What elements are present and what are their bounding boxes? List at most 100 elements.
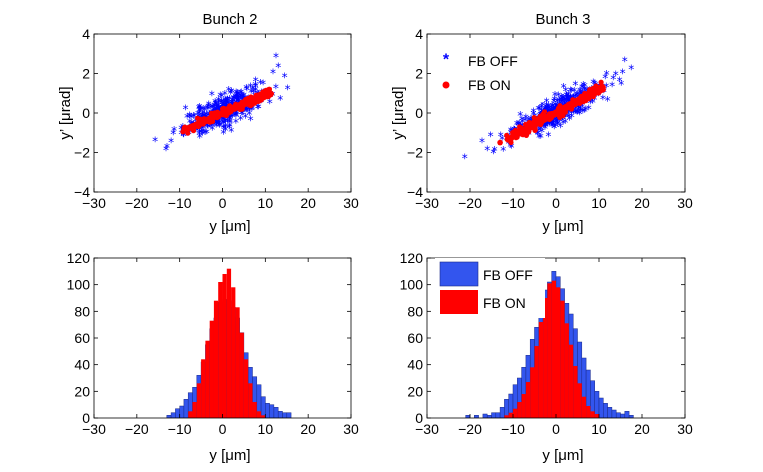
fb-on-bar: [526, 382, 530, 418]
fb-off-point: *: [170, 128, 176, 142]
fb-off-bar: [474, 415, 478, 418]
legend: * FB OFF FB ON: [433, 40, 543, 102]
fb-off-bar: [595, 391, 599, 418]
fb-off-bar: [492, 413, 496, 418]
chart-title: Bunch 3: [535, 11, 590, 28]
panel-bunch2-histogram: −30 −20 −10 0 10 20 30020406080100120 y [μm]: [67, 250, 359, 464]
x-axis-label: y [μm]: [542, 218, 583, 235]
y-tick-label: −4: [74, 184, 90, 200]
y-tick-label: 2: [82, 66, 90, 82]
fb-off-bar: [175, 409, 179, 418]
fb-on-bar: [560, 301, 564, 418]
fb-on-point: [519, 128, 524, 133]
x-tick-label: 30: [677, 421, 693, 437]
fb-on-bar: [530, 367, 534, 418]
x-tick-label: 30: [677, 195, 693, 211]
fb-on-bar: [248, 383, 252, 418]
y-tick-label: 80: [407, 303, 423, 319]
fb-off-point: *: [152, 134, 158, 148]
x-tick-label: 10: [591, 195, 607, 211]
fb-on-point: [587, 87, 592, 92]
fb-on-point: [209, 111, 214, 116]
fb-off-point: *: [462, 151, 468, 165]
fb-off-bar: [599, 398, 603, 418]
legend-label-fb-on: FB ON: [483, 295, 526, 311]
legend-swatch-fb-on: [440, 290, 478, 314]
y-tick-label: −4: [407, 184, 423, 200]
x-tick-label: −20: [125, 195, 149, 211]
fb-on-bar: [586, 406, 590, 418]
y-tick-label: 0: [82, 105, 90, 121]
fb-off-bar: [500, 407, 504, 418]
y-tick-label: 120: [400, 250, 424, 266]
fb-off-bar: [487, 415, 491, 418]
x-tick-label: 0: [552, 421, 560, 437]
fb-off-bar: [616, 413, 620, 418]
fb-on-bar: [517, 402, 521, 418]
y-tick-label: 20: [74, 383, 90, 399]
fb-on-bar: [253, 402, 257, 418]
fb-off-point: *: [252, 79, 258, 93]
fb-on-bar: [240, 333, 244, 418]
fb-off-bar: [629, 415, 633, 418]
x-tick-label: 30: [343, 421, 359, 437]
y-tick-label: 80: [74, 303, 90, 319]
fb-off-bar: [261, 397, 265, 418]
y-tick-label: 20: [407, 383, 423, 399]
fb-off-bar: [504, 399, 508, 418]
chart-title: Bunch 2: [202, 11, 257, 28]
fb-on-bar: [535, 346, 539, 418]
legend-swatch-fb-off: [440, 262, 478, 286]
fb-off-point: *: [617, 74, 623, 88]
x-axis-label: y [μm]: [209, 218, 250, 235]
fb-on-point: [573, 102, 578, 107]
x-tick-label: 10: [258, 421, 274, 437]
fb-on-point: [532, 120, 537, 125]
fb-on-bar: [210, 321, 214, 418]
fb-on-bar: [244, 359, 248, 418]
fb-on-bar: [193, 402, 197, 418]
x-tick-label: 30: [343, 195, 359, 211]
panel-bunch3-histogram: −30 −20 −10 0 10 20 30020406080100120 y [μm] F…: [400, 250, 693, 464]
plot-area: ****************************************…: [74, 26, 359, 211]
fb-on-bar: [197, 383, 201, 418]
y-tick-label: 120: [67, 250, 91, 266]
x-tick-label: 0: [219, 195, 227, 211]
fb-off-point: *: [285, 82, 291, 96]
y-axis-label: y’ [μrad]: [390, 86, 407, 139]
legend-label-fb-off: FB OFF: [483, 267, 533, 283]
fb-on-point: [548, 112, 553, 117]
fb-off-bar: [603, 403, 607, 418]
fb-off-bar: [608, 407, 612, 418]
data-marks: [167, 269, 291, 418]
x-tick-label: −10: [501, 421, 525, 437]
x-axis-label: y [μm]: [209, 447, 250, 464]
fb-on-point: [191, 128, 196, 133]
fb-on-bar: [235, 307, 239, 418]
fb-on-point: [567, 105, 572, 110]
legend-label-fb-off: FB OFF: [468, 53, 518, 69]
y-tick-label: 0: [415, 410, 423, 426]
fb-on-point: [201, 118, 206, 123]
x-tick-label: −20: [458, 421, 482, 437]
fb-off-point: *: [492, 144, 498, 158]
fb-on-point: [547, 117, 552, 122]
fb-off-bar: [171, 413, 175, 418]
x-tick-label: 0: [552, 195, 560, 211]
fb-on-bar: [509, 413, 513, 418]
fb-on-bar: [569, 345, 573, 418]
panel-bunch2-scatter: **** ************************************…: [57, 11, 359, 235]
legend: FB OFF FB ON: [435, 258, 545, 318]
fb-on-point: [208, 120, 213, 125]
x-tick-label: −10: [501, 195, 525, 211]
fb-off-bar: [167, 415, 171, 418]
y-tick-label: −2: [407, 145, 423, 161]
fb-off-bar: [625, 411, 629, 418]
fb-on-point: [558, 107, 563, 112]
fb-off-bar: [265, 403, 269, 418]
fb-on-bar: [227, 269, 231, 418]
y-tick-label: 2: [415, 66, 423, 82]
fb-on-point: [524, 133, 529, 138]
fb-on-point: [221, 106, 226, 111]
fb-on-bar: [522, 394, 526, 418]
